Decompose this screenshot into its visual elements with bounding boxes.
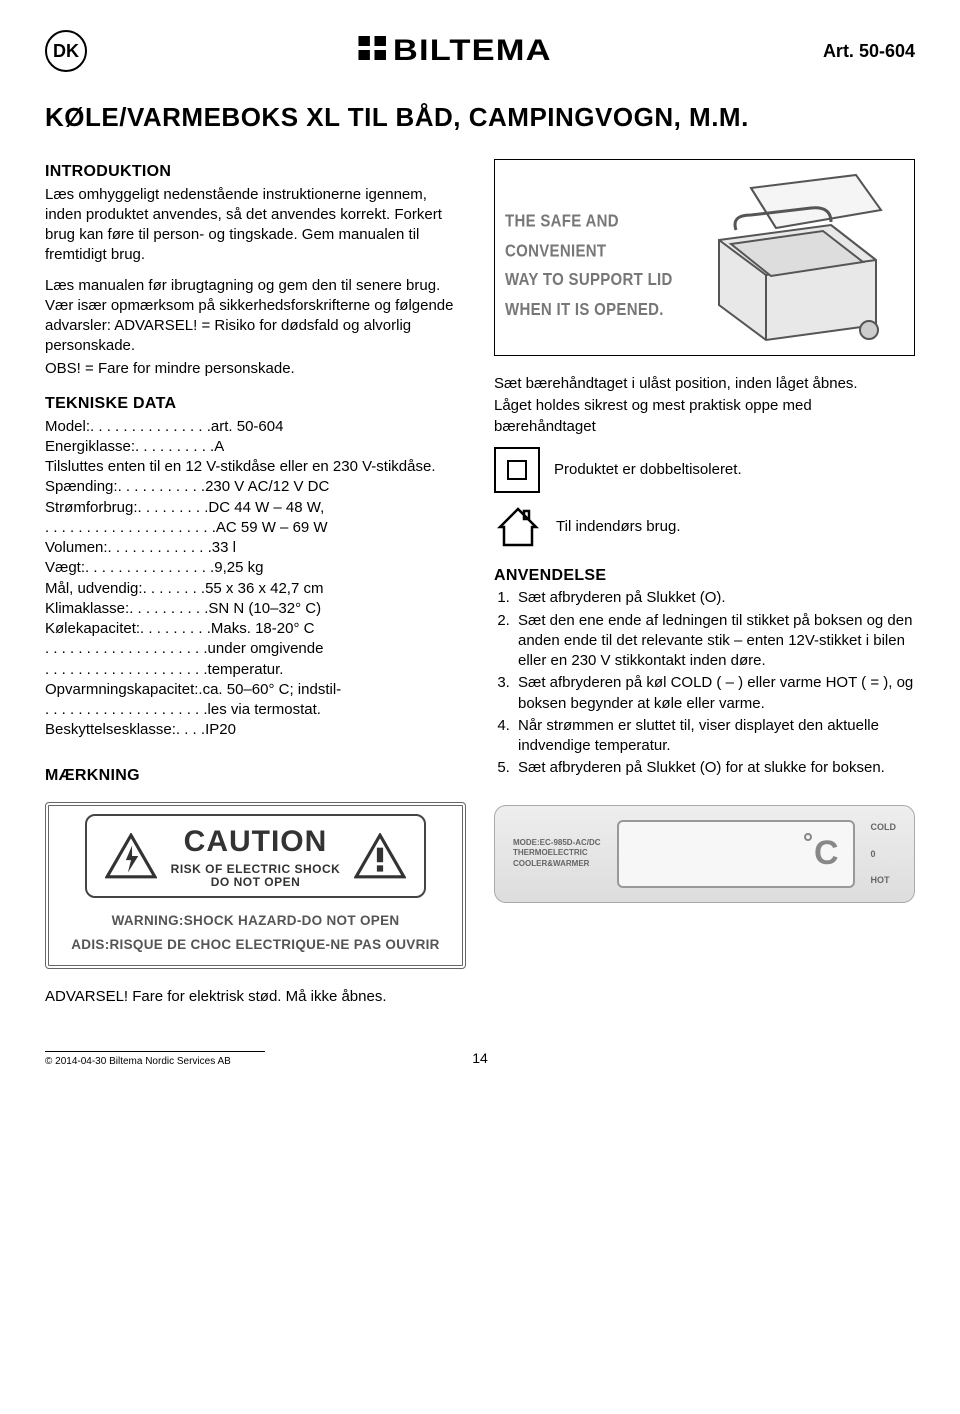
step-1: Sæt afbryderen på Slukket (O).: [514, 588, 915, 608]
tech-cool: Kølekapacitet:. . . . . . . . . Maks. 18…: [45, 619, 466, 639]
tech-heat: Opvarmningskapacitet: . ca. 50–60° C; in…: [45, 680, 466, 700]
content-columns: INTRODUKTION Læs omhyggeligt nedenståend…: [45, 159, 915, 1017]
tech-climate: Klimaklasse: . . . . . . . . . . SN N (1…: [45, 599, 466, 619]
caution-warn-2: ADIS:RISQUE DE CHOC ELECTRIQUE-NE PAS OU…: [55, 936, 456, 954]
brand-logo: BILTEMA: [358, 31, 551, 72]
tech-volume: Volumen: . . . . . . . . . . . . . 33 l: [45, 538, 466, 558]
usage-heading: ANVENDELSE: [494, 565, 915, 587]
handle-text-1: Sæt bærehåndtaget i ulåst position, inde…: [494, 374, 915, 394]
tech-cool-2: . . . . . . . . . . . . . . . . . . . . …: [45, 639, 466, 659]
warning-triangle-icon: [354, 833, 406, 879]
handle-text-2: Låget holdes sikrest og mest praktisk op…: [494, 396, 915, 437]
cooler-text: THE SAFE AND CONVENIENT WAY TO SUPPORT L…: [505, 207, 673, 324]
left-column: INTRODUKTION Læs omhyggeligt nedenståend…: [45, 159, 466, 1017]
caution-warn-1: WARNING:SHOCK HAZARD-DO NOT OPEN: [55, 912, 456, 930]
caution-text-block: CAUTION RISK OF ELECTRIC SHOCK DO NOT OP…: [171, 822, 341, 890]
degree-display: C: [804, 831, 839, 877]
step-4: Når strømmen er sluttet til, viser displ…: [514, 716, 915, 757]
shock-triangle-icon: [105, 833, 157, 879]
warning-text: ADVARSEL! Fare for elektrisk stød. Må ik…: [45, 987, 466, 1007]
header-bar: DK BILTEMA Art. 50-604: [45, 30, 915, 72]
panel-screen: C: [617, 820, 855, 888]
tech-ip: Beskyttelsesklasse: . . . . IP20: [45, 720, 466, 740]
panel-left-labels: MODE:EC-985D-AC/DC THERMOELECTRIC COOLER…: [513, 838, 601, 869]
step-3: Sæt afbryderen på køl COLD ( – ) eller v…: [514, 673, 915, 714]
footer: © 2014-04-30 Biltema Nordic Services AB …: [45, 1049, 915, 1069]
tech-energy: Energiklasse:. . . . . . . . . . A: [45, 437, 466, 457]
tech-heat-2: . . . . . . . . . . . . . . . . . . . . …: [45, 700, 466, 720]
indoor-text: Til indendørs brug.: [556, 517, 681, 537]
marking-heading: MÆRKNING: [45, 765, 466, 787]
tech-dims: Mål, udvendig: . . . . . . . . 55 x 36 x…: [45, 579, 466, 599]
tech-heading: TEKNISKE DATA: [45, 393, 466, 415]
double-insulated-icon: [494, 447, 540, 493]
double-insulated-text: Produktet er dobbeltisoleret.: [554, 460, 742, 480]
double-insulated-row: Produktet er dobbeltisoleret.: [494, 447, 915, 493]
panel-right-labels: COLD 0 HOT: [871, 821, 897, 885]
tech-voltage: Spænding:. . . . . . . . . . . 230 V AC/…: [45, 477, 466, 497]
logo-squares-icon: [358, 31, 386, 72]
caution-word: CAUTION: [171, 822, 341, 863]
cooler-icon: [681, 170, 891, 345]
caution-sub1: RISK OF ELECTRIC SHOCK: [171, 863, 341, 877]
tech-power-2: . . . . . . . . . . . . . . . . . . . . …: [45, 518, 466, 538]
caution-inner: CAUTION RISK OF ELECTRIC SHOCK DO NOT OP…: [85, 814, 427, 898]
intro-paragraph-1: Læs omhyggeligt nedenstående instruktion…: [45, 185, 466, 266]
article-number: Art. 50-604: [823, 39, 915, 63]
display-panel: MODE:EC-985D-AC/DC THERMOELECTRIC COOLER…: [494, 805, 915, 903]
copyright: © 2014-04-30 Biltema Nordic Services AB: [45, 1051, 265, 1069]
house-icon: [494, 503, 542, 551]
logo-text: BILTEMA: [393, 31, 552, 72]
right-column: THE SAFE AND CONVENIENT WAY TO SUPPORT L…: [494, 159, 915, 1017]
intro-heading: INTRODUKTION: [45, 161, 466, 183]
intro-paragraph-3: OBS! = Fare for mindre personskade.: [45, 359, 466, 379]
cooler-illustration-box: THE SAFE AND CONVENIENT WAY TO SUPPORT L…: [494, 159, 915, 356]
indoor-row: Til indendørs brug.: [494, 503, 915, 551]
tech-connect: Tilsluttes enten til en 12 V-stikdåse el…: [45, 457, 466, 477]
page-title: KØLE/VARMEBOKS XL TIL BÅD, CAMPINGVOGN, …: [45, 100, 915, 135]
caution-sub2: DO NOT OPEN: [171, 876, 341, 890]
tech-power: Strømforbrug: . . . . . . . . . DC 44 W …: [45, 498, 466, 518]
caution-label-box: CAUTION RISK OF ELECTRIC SHOCK DO NOT OP…: [45, 802, 466, 969]
usage-steps: Sæt afbryderen på Slukket (O). Sæt den e…: [494, 588, 915, 778]
tech-model: Model: . . . . . . . . . . . . . . . art…: [45, 417, 466, 437]
step-2: Sæt den ene ende af ledningen til stikke…: [514, 611, 915, 672]
step-5: Sæt afbryderen på Slukket (O) for at slu…: [514, 758, 915, 778]
intro-paragraph-2: Læs manualen før ibrugtagning og gem den…: [45, 276, 466, 357]
tech-weight: Vægt:. . . . . . . . . . . . . . . . 9,2…: [45, 558, 466, 578]
country-code: DK: [53, 39, 79, 63]
page-number: 14: [472, 1049, 488, 1069]
country-badge: DK: [45, 30, 87, 72]
tech-cool-3: . . . . . . . . . . . . . . . . . . . . …: [45, 660, 466, 680]
